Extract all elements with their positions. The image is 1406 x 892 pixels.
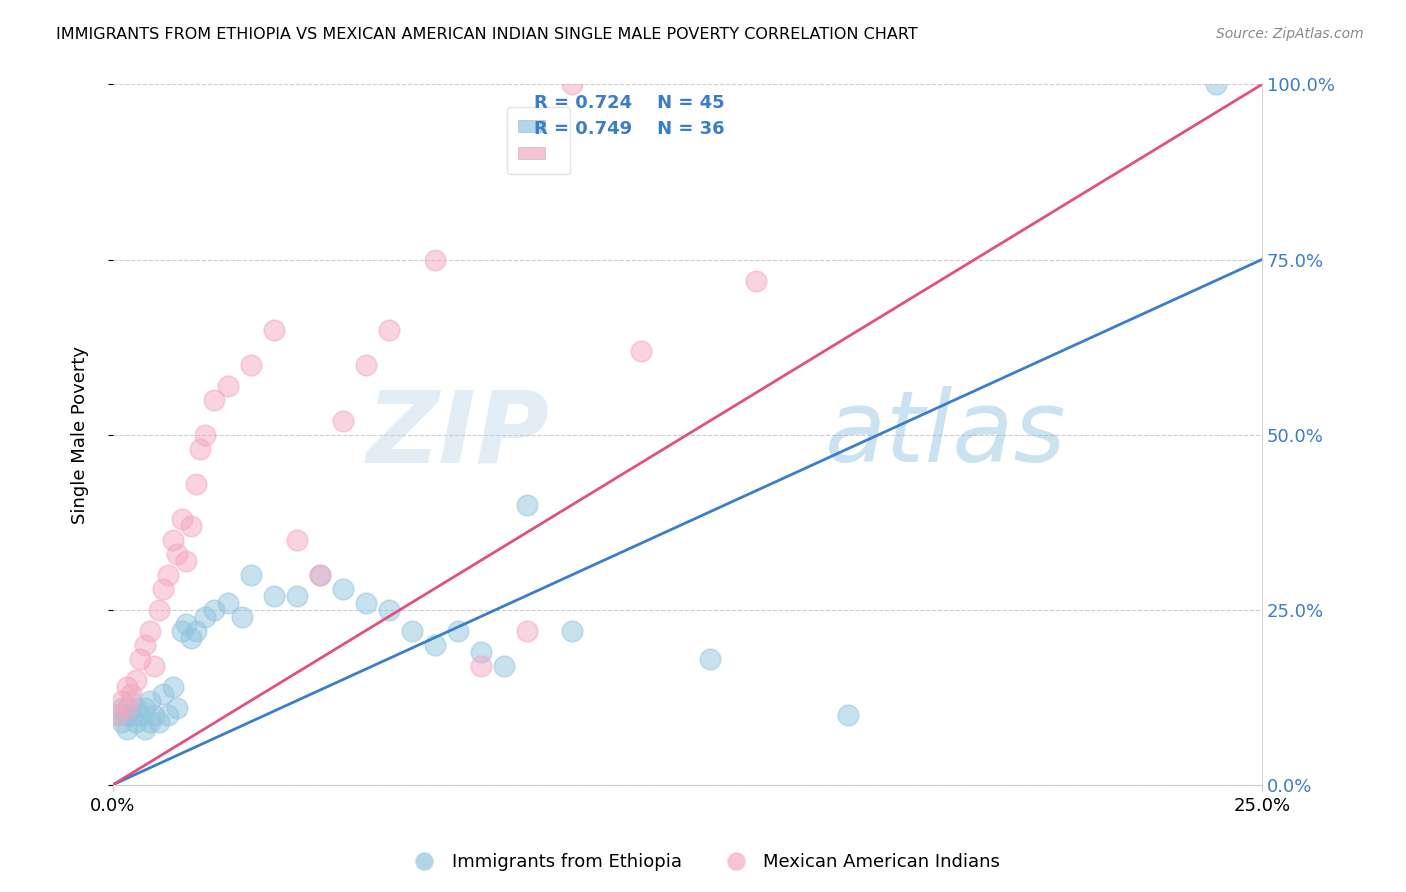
Point — [354, 358, 377, 372]
Point — [561, 78, 583, 92]
Point — [515, 498, 537, 512]
Point — [263, 322, 285, 336]
Point — [194, 609, 217, 624]
Point — [156, 707, 179, 722]
Point — [308, 567, 330, 582]
Text: Source: ZipAtlas.com: Source: ZipAtlas.com — [1216, 27, 1364, 41]
Point — [148, 714, 170, 729]
Point — [129, 707, 152, 722]
Point — [332, 582, 354, 596]
Point — [231, 609, 253, 624]
Point — [423, 638, 446, 652]
Point — [148, 602, 170, 616]
Point — [354, 596, 377, 610]
Point — [134, 700, 156, 714]
Point — [699, 651, 721, 665]
Point — [176, 616, 198, 631]
Legend:  ,  : , — [506, 107, 571, 174]
Legend: Immigrants from Ethiopia, Mexican American Indians: Immigrants from Ethiopia, Mexican Americ… — [399, 847, 1007, 879]
Point — [194, 427, 217, 442]
Point — [176, 554, 198, 568]
Point — [120, 707, 142, 722]
Point — [162, 533, 184, 547]
Point — [423, 252, 446, 267]
Point — [152, 687, 174, 701]
Point — [111, 694, 134, 708]
Point — [837, 707, 859, 722]
Point — [134, 722, 156, 736]
Point — [239, 567, 262, 582]
Point — [143, 707, 166, 722]
Point — [515, 624, 537, 638]
Point — [120, 694, 142, 708]
Point — [285, 533, 308, 547]
Point — [470, 645, 492, 659]
Point — [129, 651, 152, 665]
Point — [125, 714, 148, 729]
Point — [377, 602, 399, 616]
Text: IMMIGRANTS FROM ETHIOPIA VS MEXICAN AMERICAN INDIAN SINGLE MALE POVERTY CORRELAT: IMMIGRANTS FROM ETHIOPIA VS MEXICAN AMER… — [56, 27, 918, 42]
Point — [162, 680, 184, 694]
Point — [184, 476, 207, 491]
Y-axis label: Single Male Poverty: Single Male Poverty — [72, 345, 89, 524]
Point — [125, 673, 148, 687]
Point — [111, 714, 134, 729]
Point — [401, 624, 423, 638]
Text: atlas: atlas — [825, 386, 1067, 483]
Point — [134, 638, 156, 652]
Point — [217, 378, 239, 392]
Point — [188, 442, 211, 456]
Point — [115, 700, 138, 714]
Point — [170, 511, 193, 525]
Point — [630, 343, 652, 358]
Point — [446, 624, 468, 638]
Point — [111, 700, 134, 714]
Point — [470, 658, 492, 673]
Point — [202, 392, 225, 407]
Point — [263, 589, 285, 603]
Point — [166, 700, 188, 714]
Point — [138, 624, 160, 638]
Point — [138, 714, 160, 729]
Point — [332, 414, 354, 428]
Point — [170, 624, 193, 638]
Point — [107, 707, 129, 722]
Point — [180, 631, 202, 645]
Point — [1205, 78, 1227, 92]
Point — [217, 596, 239, 610]
Point — [152, 582, 174, 596]
Point — [184, 624, 207, 638]
Point — [166, 547, 188, 561]
Point — [115, 680, 138, 694]
Point — [202, 602, 225, 616]
Point — [156, 567, 179, 582]
Point — [561, 624, 583, 638]
Point — [492, 658, 515, 673]
Point — [745, 273, 768, 287]
Text: R = 0.724    N = 45: R = 0.724 N = 45 — [534, 94, 725, 112]
Point — [285, 589, 308, 603]
Point — [308, 567, 330, 582]
Text: ZIP: ZIP — [367, 386, 550, 483]
Text: R = 0.749    N = 36: R = 0.749 N = 36 — [534, 120, 725, 138]
Point — [138, 694, 160, 708]
Point — [125, 700, 148, 714]
Point — [180, 518, 202, 533]
Point — [143, 658, 166, 673]
Point — [120, 687, 142, 701]
Point — [115, 707, 138, 722]
Point — [107, 707, 129, 722]
Point — [239, 358, 262, 372]
Point — [115, 722, 138, 736]
Point — [377, 322, 399, 336]
